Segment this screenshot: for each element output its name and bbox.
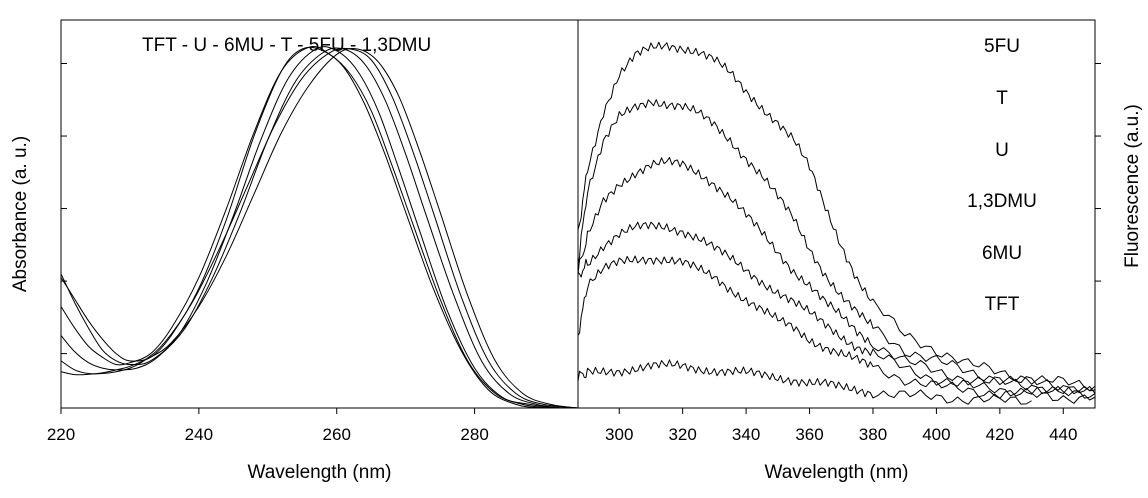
- absorbance-series-line-4: [61, 47, 578, 408]
- fluorescence-x-tick-label: 400: [922, 425, 950, 444]
- sample-order-annotation: TFT - U - 6MU - T - 5FU - 1,3DMU: [142, 35, 431, 56]
- absorbance-x-axis-label: Wavelength (nm): [248, 462, 392, 483]
- absorbance-x-tick-label: 220: [47, 425, 75, 444]
- absorbance-x-tick-label: 260: [323, 425, 351, 444]
- absorbance-series-line-2: [61, 46, 578, 408]
- fluorescence-x-axis-label: Wavelength (nm): [765, 462, 909, 483]
- fluorescence-series-line-3: [578, 156, 1095, 395]
- fluorescence-x-tick-label: 340: [732, 425, 760, 444]
- absorbance-y-axis-label: Absorbance (a. u.): [10, 136, 31, 292]
- absorbance-series-line-5: [61, 47, 578, 408]
- fluorescence-x-tick-label: 420: [986, 425, 1014, 444]
- series-label-u: U: [995, 140, 1009, 161]
- series-label-1-3dmu: 1,3DMU: [967, 191, 1037, 212]
- fluorescence-series-line-5: [578, 255, 1095, 404]
- fluorescence-x-tick-label: 300: [605, 425, 633, 444]
- fluorescence-series-line-2: [578, 99, 1095, 395]
- fluorescence-x-tick-label: 440: [1049, 425, 1077, 444]
- fluorescence-series-line-6: [578, 359, 1032, 405]
- fluorescence-plot-frame: [577, 19, 1096, 409]
- absorbance-panel: 220 240 260 280 Wavelength (nm) Absorbance (a…: [10, 19, 579, 483]
- absorbance-x-tick-label: 280: [460, 425, 488, 444]
- series-label-6mu: 6MU: [982, 243, 1022, 264]
- absorbance-x-tick-label: 240: [185, 425, 213, 444]
- fluorescence-x-tick-label: 380: [859, 425, 887, 444]
- fluorescence-x-tick-label: 360: [795, 425, 823, 444]
- fluorescence-y-axis-label: Fluorescence (a.u.): [1122, 104, 1143, 268]
- absorbance-series-line-1: [61, 46, 578, 408]
- fluorescence-series-line-4: [578, 221, 1095, 399]
- fluorescence-panel: 300 320 340 360 380 400 420 440 Wavelength (nm) F…: [577, 19, 1143, 483]
- absorbance-plot-frame: [60, 19, 579, 409]
- series-label-5fu: 5FU: [984, 36, 1020, 57]
- fluorescence-x-tick-label: 320: [668, 425, 696, 444]
- fluorescence-series-line-1: [578, 41, 1095, 392]
- absorbance-series-line-6: [61, 47, 578, 408]
- series-label-t: T: [996, 88, 1008, 109]
- absorbance-series-line-3: [61, 46, 578, 408]
- series-label-tft: TFT: [985, 294, 1020, 315]
